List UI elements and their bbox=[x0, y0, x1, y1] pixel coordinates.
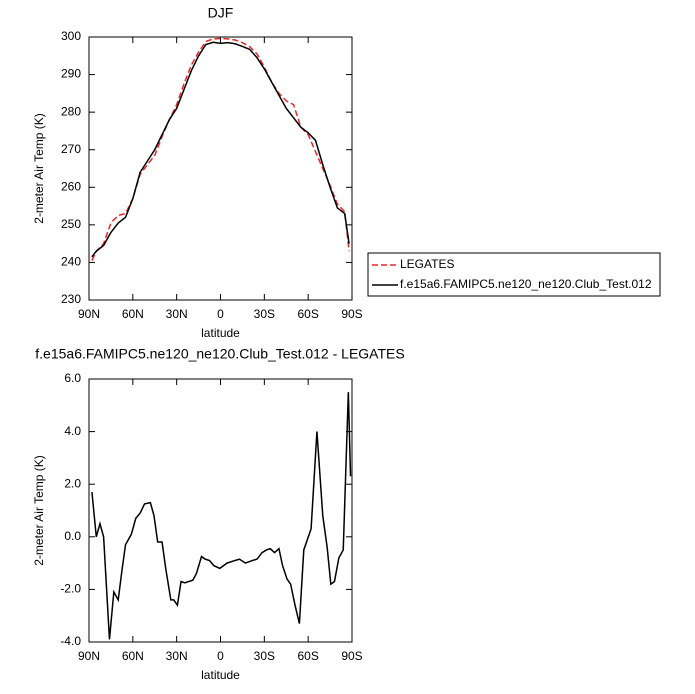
y-tick-label: 6.0 bbox=[64, 371, 81, 385]
x-axis-label: latitude bbox=[201, 326, 240, 340]
x-tick-label: 90N bbox=[78, 307, 100, 321]
x-tick-label: 60N bbox=[122, 307, 144, 321]
y-tick-label: 230 bbox=[61, 292, 81, 306]
x-tick-label: 30N bbox=[166, 649, 188, 663]
x-tick-label: 30S bbox=[254, 649, 275, 663]
x-tick-label: 90N bbox=[78, 649, 100, 663]
y-tick-label: 4.0 bbox=[64, 424, 81, 438]
y-tick-label: 280 bbox=[61, 104, 81, 118]
y-tick-label: 260 bbox=[61, 179, 81, 193]
legend-label: f.e15a6.FAMIPC5.ne120_ne120.Club_Test.01… bbox=[400, 277, 652, 291]
x-tick-label: 60N bbox=[122, 649, 144, 663]
data-line bbox=[91, 392, 352, 640]
y-tick-label: -4.0 bbox=[60, 634, 81, 648]
plot-frame bbox=[88, 36, 353, 301]
chart-title: DJF bbox=[208, 5, 234, 21]
x-tick-label: 0 bbox=[217, 307, 224, 321]
chart-title: f.e15a6.FAMIPC5.ne120_ne120.Club_Test.01… bbox=[35, 346, 404, 362]
y-tick-label: 270 bbox=[61, 142, 81, 156]
x-tick-label: 30S bbox=[254, 307, 275, 321]
y-tick-label: 300 bbox=[61, 29, 81, 43]
y-tick-label: 290 bbox=[61, 67, 81, 81]
x-tick-label: 90S bbox=[341, 649, 362, 663]
y-tick-label: 240 bbox=[61, 255, 81, 269]
data-line bbox=[91, 41, 350, 258]
y-tick-label: -2.0 bbox=[60, 582, 81, 596]
data-line bbox=[91, 37, 350, 261]
x-tick-label: 90S bbox=[341, 307, 362, 321]
y-tick-label: 250 bbox=[61, 217, 81, 231]
x-tick-label: 60S bbox=[297, 649, 318, 663]
x-axis-label: latitude bbox=[201, 668, 240, 682]
x-tick-label: 60S bbox=[297, 307, 318, 321]
x-tick-label: 30N bbox=[166, 307, 188, 321]
y-axis-label: 2-meter Air Temp (K) bbox=[32, 113, 46, 223]
plot-frame bbox=[88, 378, 353, 643]
y-tick-label: 0.0 bbox=[64, 529, 81, 543]
y-axis-label: 2-meter Air Temp (K) bbox=[32, 455, 46, 565]
x-tick-label: 0 bbox=[217, 649, 224, 663]
y-tick-label: 2.0 bbox=[64, 476, 81, 490]
legend-box bbox=[367, 252, 661, 297]
legend-label: LEGATES bbox=[400, 257, 454, 271]
